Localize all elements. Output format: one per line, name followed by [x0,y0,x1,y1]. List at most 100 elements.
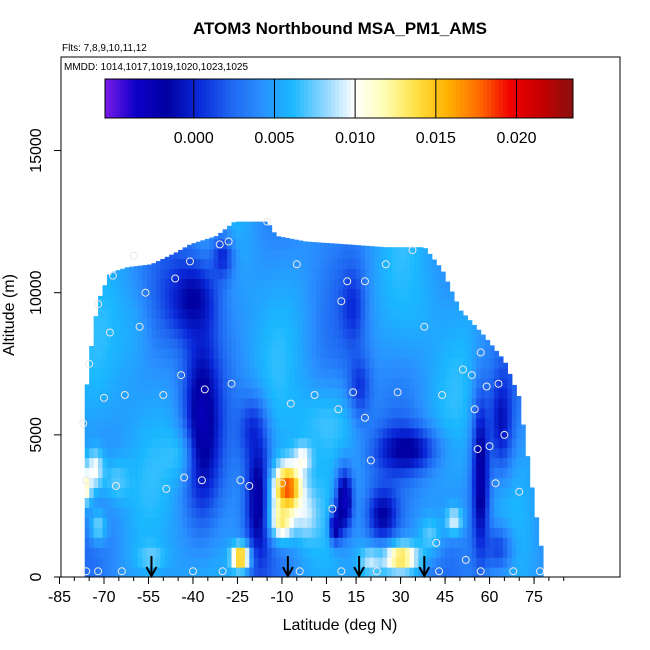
heatmap-cell [316,308,322,319]
heatmap-cell [396,427,402,439]
heatmap-cell [365,537,371,548]
heatmap-cell [311,457,317,469]
heatmap-cell [218,457,224,469]
heatmap-cell [298,537,304,548]
heatmap-cell [347,368,353,379]
heatmap-cell [449,537,455,548]
heatmap-cell [169,447,175,459]
heatmap-cell [449,457,455,469]
heatmap-cell [89,557,95,568]
heatmap-cell [124,537,130,548]
heatmap-cell [462,397,468,409]
y-tick-label: 15000 [28,128,45,173]
heatmap-cell [427,557,433,568]
heatmap-cell [391,527,397,538]
heatmap-cell [155,447,161,459]
heatmap-cell [302,338,308,349]
heatmap-cell [271,278,277,290]
heatmap-cell [115,338,121,349]
heatmap-cell [431,268,437,280]
heatmap-cell [302,241,308,250]
heatmap-cell [360,268,366,280]
heatmap-cell [142,447,148,459]
heatmap-cell [436,447,442,459]
heatmap-cell [351,318,357,329]
heatmap-cell [333,437,339,449]
heatmap-cell [209,238,215,250]
heatmap-cell [436,377,442,389]
heatmap-cell [293,417,299,429]
heatmap-cell [298,387,304,399]
heatmap-cell [391,417,397,429]
heatmap-cell [124,497,130,508]
heatmap-cell [178,547,184,558]
heatmap-cell [231,567,237,577]
heatmap-cell [173,547,179,558]
heatmap-cell [164,427,170,439]
heatmap-cell [476,358,482,369]
heatmap-cell [138,487,144,498]
heatmap-cell [436,328,442,339]
heatmap-cell [356,348,362,359]
heatmap-cell [467,487,473,498]
heatmap-cell [195,387,201,399]
heatmap-cell [302,278,308,290]
heatmap-cell [249,437,255,449]
heatmap-cell [84,527,90,538]
heatmap-cell [284,477,290,489]
heatmap-cell [400,338,406,349]
heatmap-cell [240,221,246,230]
heatmap-cell [227,288,233,299]
heatmap-cell [280,308,286,319]
heatmap-cell [204,248,210,260]
heatmap-cell [195,407,201,419]
heatmap-cell [498,477,504,489]
heatmap-cell [187,417,193,429]
heatmap-cell [284,457,290,469]
heatmap-cell [418,527,424,538]
heatmap-cell [418,368,424,379]
colorbar-segment [420,79,426,118]
heatmap-cell [418,497,424,508]
heatmap-cell [147,547,153,558]
heatmap-cell [276,457,282,469]
heatmap-cell [115,387,121,399]
heatmap-cell [400,288,406,299]
heatmap-cell [387,268,393,280]
heatmap-cell [164,377,170,389]
heatmap-cell [480,477,486,489]
heatmap-cell [405,547,411,558]
heatmap-cell [191,243,197,250]
heatmap-cell [476,417,482,429]
heatmap-cell [351,537,357,548]
heatmap-cell [298,240,304,250]
heatmap-cell [378,387,384,399]
heatmap-cell [262,477,268,489]
heatmap-cell [351,437,357,449]
heatmap-cell [378,427,384,439]
heatmap-cell [115,507,121,518]
heatmap-cell [276,328,282,339]
heatmap-cell [258,457,264,469]
heatmap-cell [373,457,379,469]
heatmap-cell [458,328,464,339]
heatmap-cell [142,377,148,389]
colorbar-segment [366,79,371,118]
heatmap-cell [120,507,126,518]
heatmap-cell [360,348,366,359]
heatmap-cell [204,537,210,548]
heatmap-cell [436,497,442,508]
heatmap-cell [431,377,437,389]
heatmap-cell [311,338,317,349]
heatmap-cell [485,368,491,379]
heatmap-cell [369,318,375,329]
heatmap-cell [324,248,331,260]
heatmap-cell [480,507,486,518]
sample-point [361,277,369,286]
heatmap-cell [111,318,117,329]
heatmap-cell [436,417,442,429]
heatmap-cell [440,497,446,508]
heatmap-cell [124,268,130,280]
heatmap-cell [356,457,362,469]
heatmap-cell [142,427,148,439]
